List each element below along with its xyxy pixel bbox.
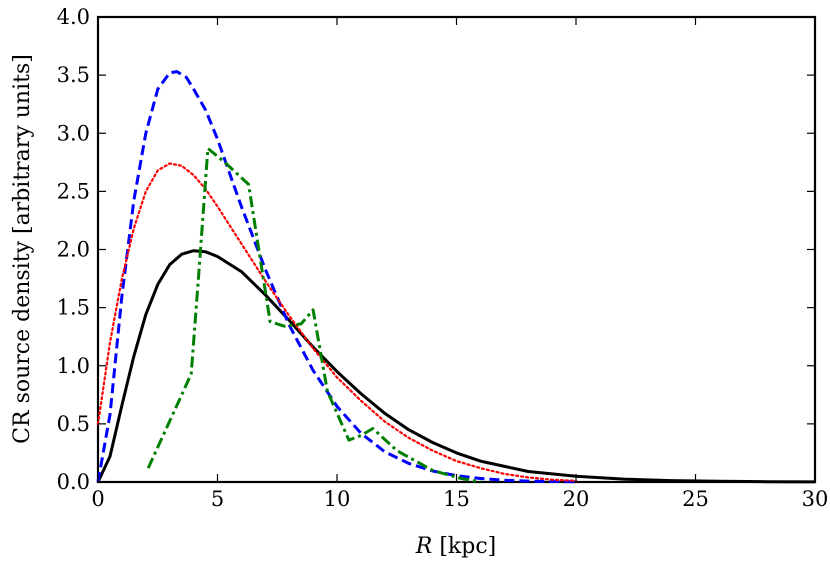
series-layer [96,70,816,484]
y-tick-label: 3.0 [57,121,90,145]
x-tick-label: 5 [211,487,224,511]
series-line-dash-dot [146,146,481,484]
x-tick-label: 15 [443,487,470,511]
tick-label-layer: 0 5 10 15 20 25 30 0.0 0.5 1.0 1.5 2.0 2.5 3.0 3.5 4.0 [57,5,829,511]
tick-layer [97,16,816,483]
series-line-dotted [96,162,578,482]
y-tick-label: 3.5 [57,63,90,87]
y-tick-label: 1.5 [57,296,90,320]
y-tick-label: 2.0 [57,238,90,262]
series-line-solid [96,249,816,484]
x-tick-label: 30 [802,487,829,511]
x-axis-title: R [kpc] [415,534,496,559]
x-tick-label: 25 [682,487,709,511]
x-axis-unit: [kpc] [432,534,496,559]
y-tick-label: 0.0 [57,470,90,494]
plot-area: 0 5 10 15 20 25 30 0.0 0.5 1.0 1.5 2.0 2.5 3.0 3.5 4.0 [57,5,829,511]
x-tick-label: 0 [91,487,104,511]
y-axis-title: CR source density [arbitrary units] [10,54,35,444]
y-tick-label: 2.5 [57,179,90,203]
x-tick-label: 10 [324,487,351,511]
x-axis-variable: R [415,534,433,559]
y-tick-label: 0.5 [57,412,90,436]
plot-frame [96,15,817,484]
series-line-dashed [96,70,577,484]
x-tick-label: 20 [563,487,590,511]
y-tick-label: 1.0 [57,354,90,378]
y-tick-label: 4.0 [57,5,90,29]
